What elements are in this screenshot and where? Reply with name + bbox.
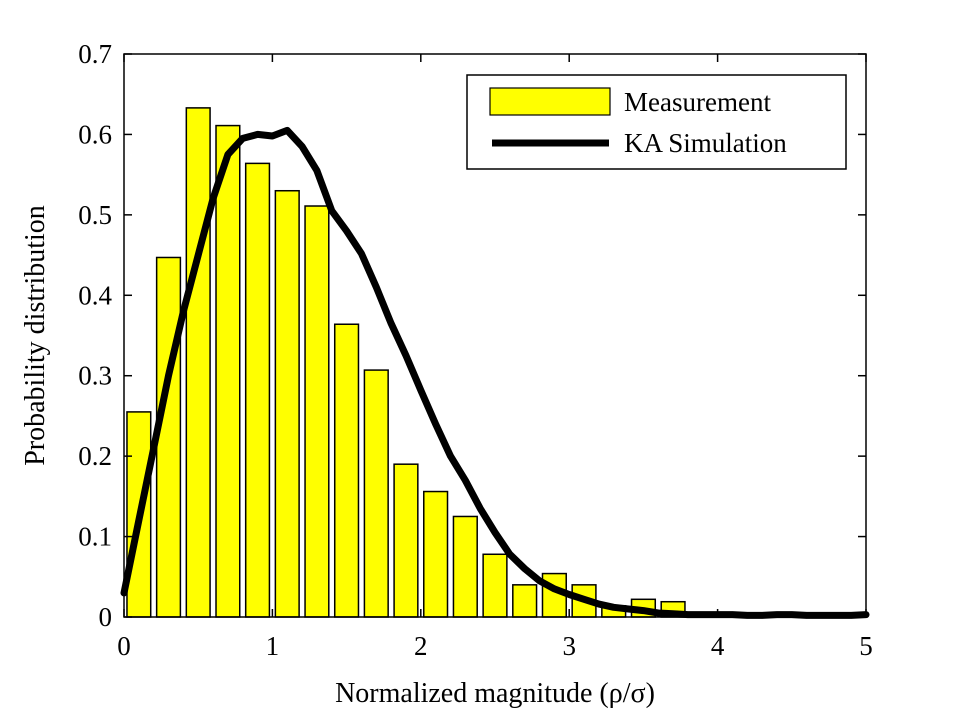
x-tick-label-0: 0	[117, 631, 131, 661]
legend-measurement-label: Measurement	[624, 87, 771, 117]
x-tick-label-3: 3	[562, 631, 576, 661]
bar-1	[155, 256, 182, 618]
y-tick-label-1: 0.1	[78, 522, 112, 552]
x-tick-label-2: 2	[414, 631, 428, 661]
bar-10	[423, 490, 449, 618]
ka-simulation-line	[120, 126, 870, 619]
bar-2	[185, 107, 211, 618]
legend-measurement-swatch	[489, 87, 611, 116]
bar-11	[452, 515, 478, 618]
bar-3	[215, 124, 241, 618]
ka-simulation-series	[120, 126, 870, 619]
bar-9	[393, 463, 419, 618]
x-tick-label-5: 5	[859, 631, 873, 661]
x-axis-label: Normalized magnitude (ρ/σ)	[335, 678, 655, 709]
y-tick-label-6: 0.6	[78, 119, 112, 149]
bar-5	[274, 189, 300, 618]
x-tick-label-4: 4	[711, 631, 725, 661]
bar-12	[482, 553, 508, 618]
axes-box	[123, 53, 867, 618]
axis-ticks: 0 1 2 3 4 5 0 0.1 0.2 0.3 0.4 0.5 0.6 0.7	[78, 39, 873, 661]
bar-13	[512, 584, 538, 618]
legend-ka-simulation-label: KA Simulation	[624, 128, 787, 158]
measurement-bars	[126, 107, 864, 618]
x-tick-label-1: 1	[266, 631, 280, 661]
legend: Measurement KA Simulation	[466, 74, 847, 170]
y-tick-label-2: 0.2	[78, 441, 112, 471]
bar-6	[304, 205, 330, 618]
y-tick-label-5: 0.5	[78, 200, 112, 230]
y-tick-label-7: 0.7	[78, 39, 112, 69]
bar-7	[333, 323, 360, 618]
y-axis-label: Probability distribution	[20, 205, 51, 466]
y-tick-label-4: 0.4	[78, 280, 112, 310]
bar-4	[244, 162, 271, 618]
y-tick-label-0: 0	[99, 602, 113, 632]
bar-8	[363, 369, 389, 618]
y-tick-label-3: 0.3	[78, 361, 112, 391]
